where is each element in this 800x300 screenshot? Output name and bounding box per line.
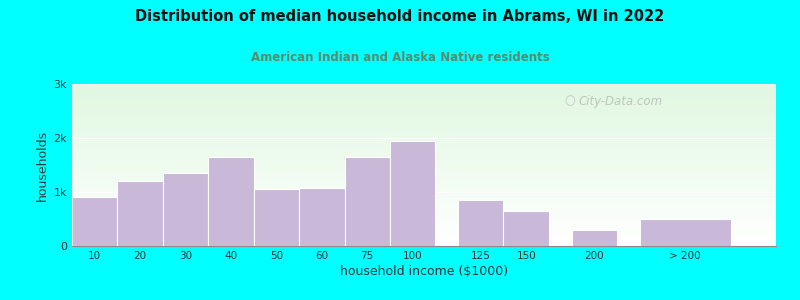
Bar: [163, 173, 208, 246]
Bar: [503, 211, 549, 246]
Text: ○: ○: [565, 94, 576, 107]
Text: City-Data.com: City-Data.com: [579, 95, 663, 108]
Bar: [118, 181, 163, 246]
Bar: [299, 188, 345, 246]
Bar: [458, 200, 503, 246]
Bar: [72, 197, 118, 246]
Text: American Indian and Alaska Native residents: American Indian and Alaska Native reside…: [250, 51, 550, 64]
Bar: [572, 230, 617, 246]
Bar: [390, 141, 435, 246]
Text: Distribution of median household income in Abrams, WI in 2022: Distribution of median household income …: [135, 9, 665, 24]
X-axis label: household income ($1000): household income ($1000): [340, 265, 508, 278]
Bar: [345, 157, 390, 246]
Y-axis label: households: households: [36, 129, 50, 201]
Bar: [254, 189, 299, 246]
Bar: [208, 157, 254, 246]
Bar: [640, 219, 730, 246]
